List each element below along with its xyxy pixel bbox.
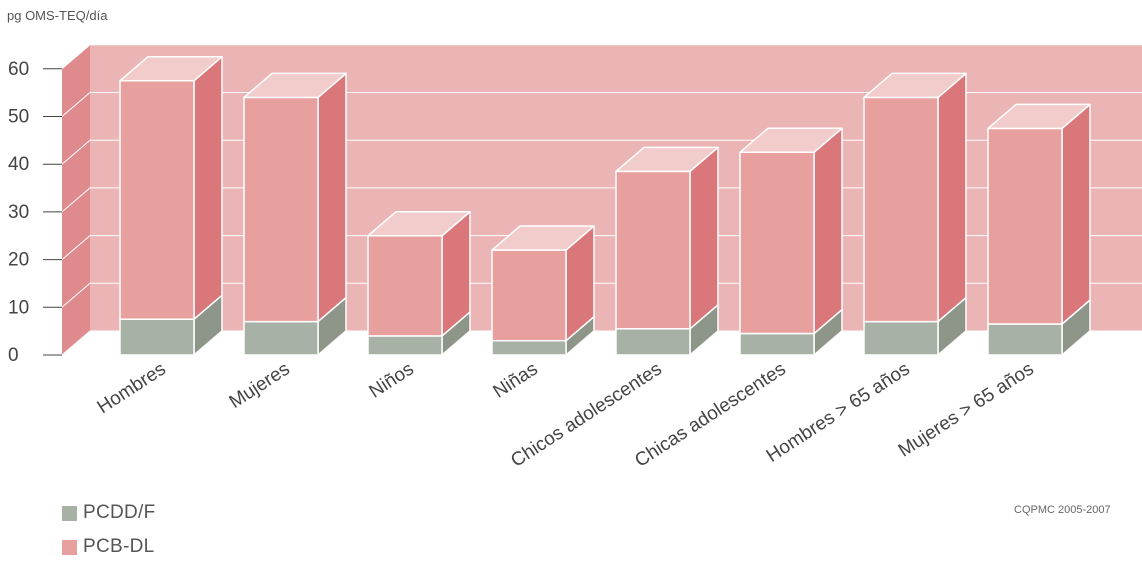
bar-pcdd-front: [863, 320, 939, 356]
y-tick-label: 30: [8, 202, 29, 223]
bar-pcb-side: [689, 146, 719, 330]
bar-group: [119, 55, 223, 356]
bar-pcb-top: [987, 103, 1091, 130]
x-tick-label: Hombres: [94, 359, 170, 419]
bar-group: [243, 72, 347, 356]
bar-pcdd-front: [987, 323, 1063, 356]
legend-swatch-pcb: [62, 539, 77, 555]
legend: PCDD/F PCB-DL: [62, 500, 156, 568]
y-tick-label: 40: [8, 154, 29, 175]
legend-item-pcdd: PCDD/F: [62, 500, 156, 526]
bar-pcdd-front: [739, 332, 815, 356]
bars: [119, 55, 1091, 356]
bar-pcb-top: [491, 225, 595, 251]
x-tick-label: Niños: [366, 359, 418, 403]
y-tick-label: 0: [8, 345, 19, 366]
bar-pcb-front: [491, 249, 567, 342]
bar-pcb-top: [863, 72, 967, 99]
x-tick-label: Mujeres > 65 años: [895, 359, 1038, 462]
x-tick-label: Niñas: [490, 359, 542, 403]
bar-pcdd-front: [243, 320, 319, 356]
bar-pcb-top: [739, 127, 843, 154]
legend-item-pcb: PCB-DL: [62, 534, 156, 560]
chart-back-wall: [62, 44, 1142, 356]
y-axis-title: pg OMS-TEQ/día: [7, 8, 108, 23]
bar-pcb-top: [615, 146, 719, 173]
gridline: [61, 330, 1142, 356]
bar-pcb-side: [317, 72, 347, 323]
x-tick-label: Mujeres: [226, 359, 294, 413]
bar-pcdd-front: [367, 335, 443, 356]
bar-pcb-front: [615, 170, 691, 330]
y-tick-label: 60: [8, 59, 29, 80]
bar-pcdd-front: [119, 318, 195, 356]
legend-swatch-pcdd: [62, 505, 77, 521]
bar-pcb-side: [193, 55, 223, 320]
bar-group: [491, 225, 595, 356]
bar-group: [367, 211, 471, 356]
gridline: [61, 44, 1142, 70]
bar-pcb-front: [863, 96, 939, 323]
legend-label-pcb: PCB-DL: [83, 536, 155, 557]
y-tick-label: 20: [8, 250, 29, 271]
bar-pcb-front: [739, 151, 815, 335]
bar-pcb-front: [987, 127, 1063, 325]
y-axis: 0 10 20 30 40 50 60: [8, 59, 62, 366]
bar-pcb-side: [937, 72, 967, 323]
bar-pcb-front: [367, 235, 443, 337]
bar-pcb-top: [119, 55, 223, 82]
bar-group: [987, 103, 1091, 356]
bar-pcb-side: [813, 127, 843, 335]
bar-group: [615, 146, 719, 356]
bar-pcdd-front: [491, 339, 567, 356]
bar-pcb-front: [119, 79, 195, 320]
bar-pcb-front: [243, 96, 319, 323]
y-tick-label: 10: [8, 297, 29, 318]
bar-group: [739, 127, 843, 356]
bar-pcdd-front: [615, 328, 691, 356]
legend-label-pcdd: PCDD/F: [83, 502, 156, 523]
source-note: CQPMC 2005-2007: [1014, 504, 1111, 516]
gridline: [61, 92, 1142, 117]
bar-pcb-side: [1061, 103, 1091, 325]
bar-pcb-top: [243, 72, 347, 99]
y-tick-label: 50: [8, 107, 29, 128]
bar-group: [863, 72, 967, 356]
bar-pcb-top: [367, 211, 471, 237]
